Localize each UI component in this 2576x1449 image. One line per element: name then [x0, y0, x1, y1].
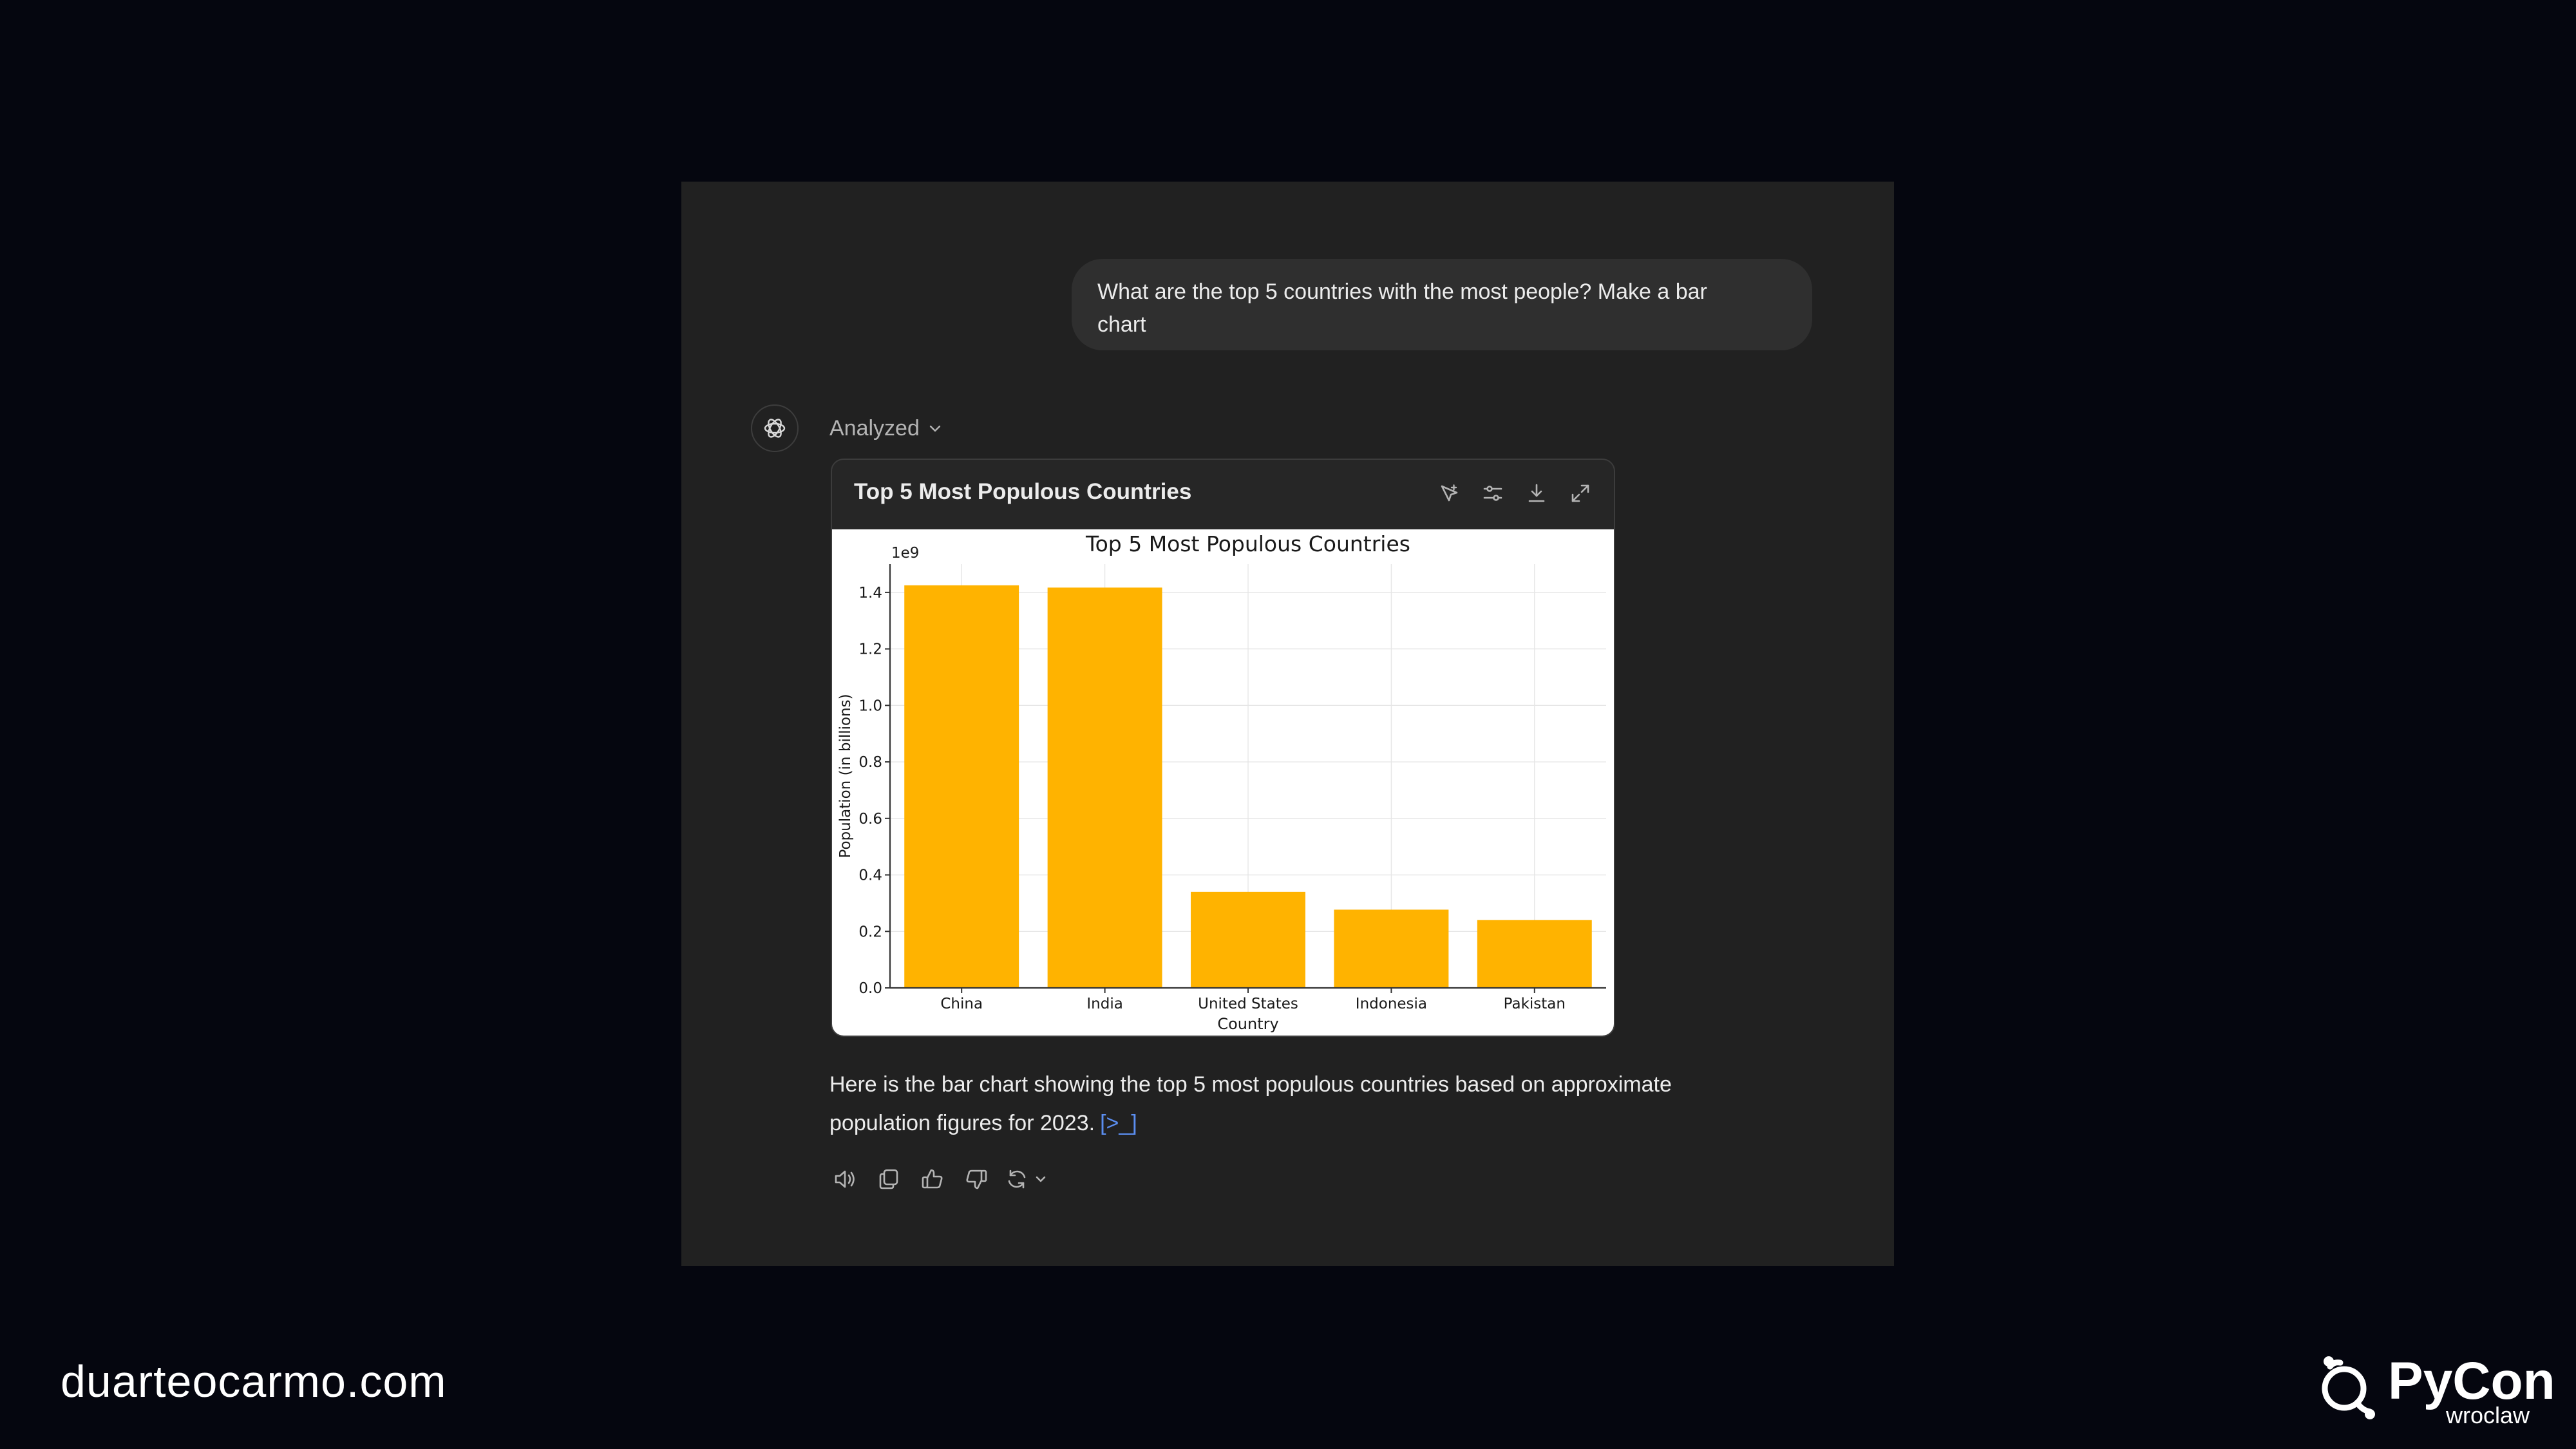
bar-united-states: [1191, 891, 1305, 988]
y-tick-label: 1.4: [858, 585, 882, 601]
analyzed-toggle[interactable]: Analyzed: [829, 412, 943, 444]
footer-website: duarteocarmo.com: [61, 1356, 447, 1406]
pycon-snake-icon: [2322, 1356, 2375, 1419]
chart-card-header: Top 5 Most Populous Countries: [832, 460, 1614, 529]
pycon-logo: PyCon wroclaw: [2316, 1352, 2555, 1428]
x-tick-label: India: [1086, 996, 1122, 1012]
y-axis-title: Population (in billions): [837, 694, 854, 858]
y-tick-label: 1.0: [858, 697, 882, 714]
chart-card: Top 5 Most Populous Countries: [831, 459, 1615, 1037]
chart-image: 0.0 0.2 0.4 0.6 0.8 1.0 1.2 1.4 China India United…: [832, 529, 1614, 1036]
bar-china: [904, 585, 1019, 988]
x-tick-label: Pakistan: [1504, 996, 1566, 1012]
x-tick-label: Indonesia: [1356, 996, 1427, 1012]
copy-icon[interactable]: [873, 1164, 904, 1195]
assistant-avatar: [751, 404, 799, 452]
user-message-bubble: What are the top 5 countries with the mo…: [1072, 259, 1812, 350]
x-tick-label: United States: [1198, 996, 1298, 1012]
analyzed-label: Analyzed: [829, 415, 920, 440]
user-message-line-1: What are the top 5 countries with the mo…: [1097, 279, 1707, 304]
y-tick-label: 0.8: [858, 754, 882, 771]
pycon-brand-city: wroclaw: [2445, 1402, 2530, 1428]
thumbs-down-icon[interactable]: [961, 1164, 992, 1195]
assistant-answer: Here is the bar chart showing the top 5 …: [829, 1065, 1757, 1142]
chevron-down-icon: [1036, 1176, 1046, 1182]
y-tick-label: 0.0: [858, 980, 882, 997]
y-axis-offset-label: 1e9: [891, 545, 919, 562]
bar-indonesia: [1334, 909, 1449, 988]
assistant-logo-icon: [764, 419, 786, 438]
bar-india: [1047, 587, 1162, 988]
y-tick-label: 0.4: [858, 867, 882, 884]
chevron-down-icon: [929, 425, 941, 432]
answer-line-1: Here is the bar chart showing the top 5 …: [829, 1072, 1672, 1097]
chart-title: Top 5 Most Populous Countries: [1085, 531, 1410, 556]
code-citation-link[interactable]: [>_]: [1100, 1111, 1137, 1135]
bar-pakistan: [1477, 920, 1592, 988]
chart-card-title: Top 5 Most Populous Countries: [854, 479, 1192, 504]
x-axis-title: Country: [1217, 1015, 1278, 1033]
message-actions: [829, 1163, 1052, 1195]
regenerate-icon[interactable]: [1005, 1164, 1052, 1195]
settings-sliders-icon[interactable]: [1479, 479, 1507, 507]
expand-icon[interactable]: [1566, 479, 1595, 507]
read-aloud-icon[interactable]: [829, 1164, 860, 1195]
download-icon[interactable]: [1522, 479, 1551, 507]
y-tick-label: 0.6: [858, 811, 882, 828]
answer-line-2: population figures for 2023.: [829, 1111, 1095, 1135]
pycon-brand-name: PyCon: [2388, 1352, 2555, 1410]
user-message-line-2: chart: [1097, 312, 1146, 337]
y-tick-label: 1.2: [858, 641, 882, 658]
x-tick-label: China: [940, 996, 983, 1012]
bar-chart: 0.0 0.2 0.4 0.6 0.8 1.0 1.2 1.4 China India United…: [837, 531, 1606, 1033]
y-tick-label: 0.2: [858, 923, 882, 940]
chart-type-icon[interactable]: [1435, 479, 1463, 507]
thumbs-up-icon[interactable]: [917, 1164, 948, 1195]
